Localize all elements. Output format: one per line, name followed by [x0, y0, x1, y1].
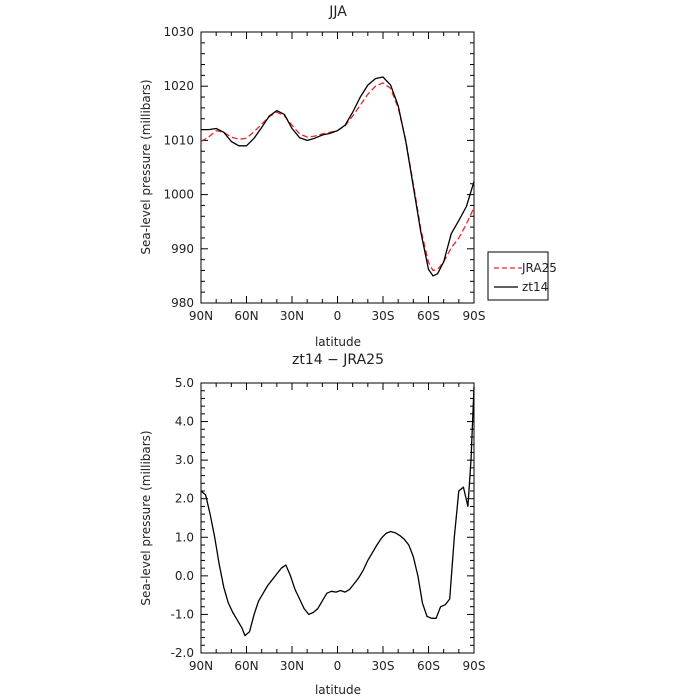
legend-label-jra25: JRA25	[521, 261, 557, 275]
bottom-chart-title: zt14 − JRA25	[292, 352, 384, 368]
bottom-x-tick-label: 30N	[280, 659, 304, 673]
top-y-tick-label: 1010	[163, 133, 194, 147]
top-y-tick-label: 1020	[163, 79, 194, 93]
top-x-tick-label: 90N	[189, 309, 213, 323]
top-x-tick-label: 0	[334, 309, 342, 323]
bottom-plot-area: 90N 60N 30N 0 30S 60S 90S -2.0 -1.0 0.0 1.0 2.0 3.0 4…	[171, 376, 486, 673]
bottom-x-axis-label: latitude	[315, 683, 361, 697]
top-x-tick-label: 30N	[280, 309, 304, 323]
top-x-tick-label: 60S	[417, 309, 440, 323]
bottom-y-axis-label: Sea-level pressure (millibars)	[139, 430, 153, 605]
top-chart-title: JJA	[328, 4, 347, 20]
top-series-line-jra25	[200, 82, 475, 272]
bottom-y-tick-label: 5.0	[175, 376, 194, 390]
bottom-x-tick-label: 90S	[463, 659, 486, 673]
top-y-tick-label: 990	[171, 242, 194, 256]
top-x-tick-label: 90S	[463, 309, 486, 323]
top-y-tick-label: 1030	[163, 25, 194, 39]
top-series-line-zt14	[201, 76, 475, 277]
top-x-tick-label: 60N	[234, 309, 258, 323]
bottom-plot-frame	[200, 382, 475, 654]
bottom-x-tick-label: 90N	[189, 659, 213, 673]
legend-box	[487, 251, 549, 301]
top-y-axis-label: Sea-level pressure (millibars)	[139, 79, 153, 254]
top-x-tick-label: 30S	[372, 309, 395, 323]
bottom-x-tick-label: 30S	[372, 659, 395, 673]
bottom-y-tick-label: 2.0	[175, 492, 194, 506]
top-plot-frame	[200, 31, 475, 304]
top-y-tick-label: 980	[171, 296, 194, 310]
legend: JRA25 zt14	[487, 251, 557, 301]
bottom-y-tick-label: -1.0	[171, 607, 194, 621]
top-y-tick-label: 1000	[163, 188, 194, 202]
top-plot-area: 90N 60N 30N 0 30S 60S 90S 980 990 1000 1010 1020 103…	[163, 25, 485, 323]
bottom-y-tick-label: 4.0	[175, 415, 194, 429]
bottom-y-tick-label: 3.0	[175, 453, 194, 467]
bottom-y-tick-label: 1.0	[175, 530, 194, 544]
top-panel: JJA 90N 60N 30N 0 30S 60S 90S 980 990 1000 1010 102…	[139, 4, 485, 349]
bottom-x-tick-label: 0	[334, 659, 342, 673]
bottom-x-tick-label: 60S	[417, 659, 440, 673]
bottom-series-line-difference	[200, 386, 475, 637]
bottom-y-tick-label: 0.0	[175, 569, 194, 583]
legend-label-zt14: zt14	[522, 280, 548, 294]
bottom-panel: zt14 − JRA25 90N 60N 30N 0 30S 60S 90S -2.0 -1.0…	[139, 352, 485, 697]
top-x-axis-label: latitude	[315, 335, 361, 349]
bottom-x-tick-label: 60N	[234, 659, 258, 673]
bottom-y-tick-label: -2.0	[171, 646, 194, 660]
